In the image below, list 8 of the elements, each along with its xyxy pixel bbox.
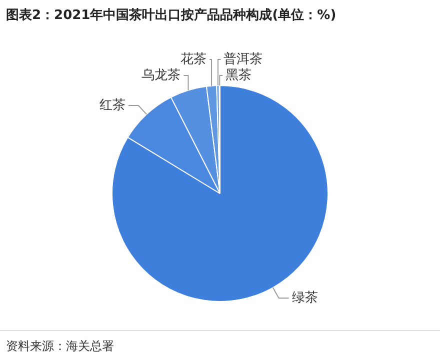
text: 资料来源：海关总署 — [6, 338, 114, 355]
chart-title: 图表2：2021年中国茶叶出口按产品品种构成(单位：%) — [6, 6, 336, 24]
slice-label: 红茶 — [99, 98, 126, 113]
slice-label: 花茶 — [180, 52, 207, 67]
slice-label: 绿茶 — [292, 290, 318, 306]
slice-label: 黑茶 — [226, 68, 252, 83]
slice-label: 乌龙茶 — [142, 68, 181, 83]
slice-label: 普洱茶 — [224, 50, 263, 67]
